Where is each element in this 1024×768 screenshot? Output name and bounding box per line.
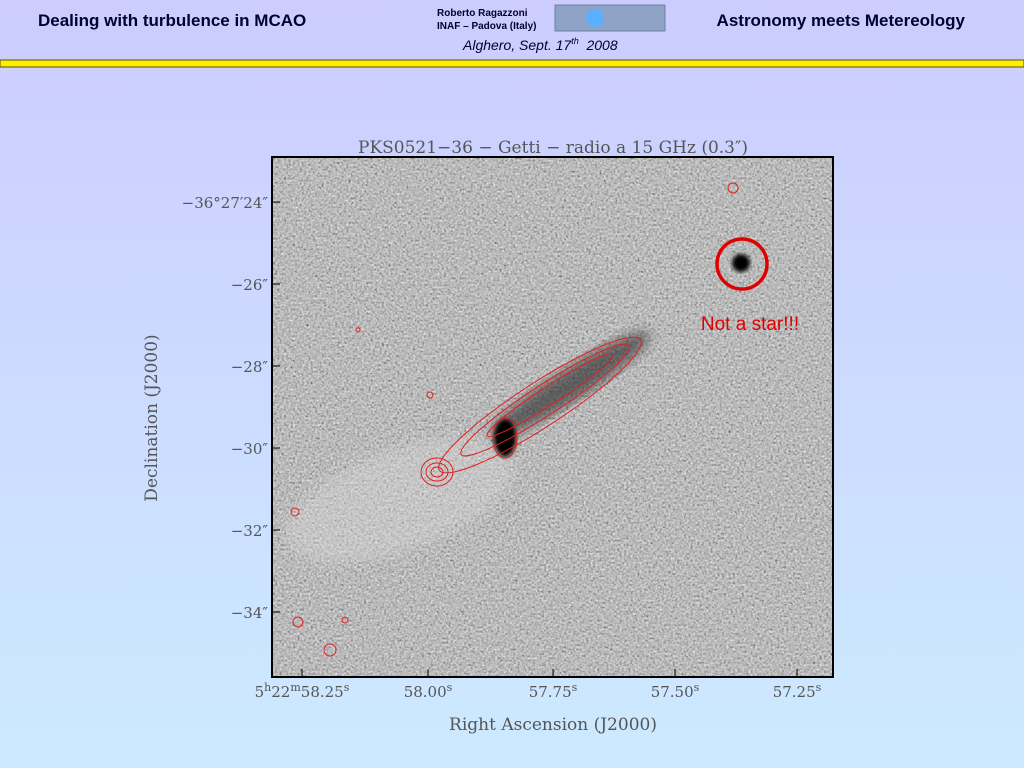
sky-image xyxy=(272,157,833,677)
x-tick-text: 57.75 xyxy=(529,683,572,701)
x-tick-superscript: h xyxy=(264,681,271,694)
x-tick-superscript: s xyxy=(694,681,700,694)
x-tick-text: 58.25 xyxy=(301,683,344,701)
image-noise xyxy=(272,157,833,677)
highlight-circle xyxy=(715,237,769,291)
x-tick-label: 57.50s xyxy=(651,681,700,701)
x-tick-label: 58.00s xyxy=(404,681,453,701)
x-tick-text: 58.00 xyxy=(404,683,447,701)
x-tick-superscript: s xyxy=(344,681,350,694)
x-tick-text: 5 xyxy=(255,683,265,701)
left-title: Dealing with turbulence in MCAO xyxy=(38,11,306,30)
event-date: Alghero, Sept. 17 xyxy=(462,37,572,53)
y-tick-label: −34″ xyxy=(231,604,269,622)
y-tick-label: −32″ xyxy=(231,522,269,540)
y-ticks: −36°27′24″ −26″ −28″ −30″ −32″ −34″ xyxy=(182,194,280,622)
y-axis-label: Declination (J2000) xyxy=(142,334,162,501)
x-tick-text: 22 xyxy=(271,683,290,701)
jet xyxy=(489,331,651,439)
contours xyxy=(290,182,739,657)
point-source xyxy=(732,254,750,272)
logo xyxy=(554,4,666,32)
x-axis-label: Right Ascension (J2000) xyxy=(449,715,657,735)
y-tick-label: −28″ xyxy=(231,358,269,376)
author: Roberto Ragazzoni xyxy=(437,8,528,19)
affiliation: INAF – Padova (Italy) xyxy=(437,21,536,32)
x-tick-label: 57.25s xyxy=(773,681,822,701)
x-tick-text: 57.25 xyxy=(773,683,816,701)
y-tick-label: −26″ xyxy=(231,276,269,294)
x-tick-label: 5h22m58.25s xyxy=(255,681,350,701)
right-title: Astronomy meets Metereology xyxy=(717,11,966,30)
x-tick-text: 57.50 xyxy=(651,683,694,701)
x-tick-superscript: s xyxy=(816,681,822,694)
y-tick-label: −36°27′24″ xyxy=(182,194,269,212)
annotation: Not a star!!! xyxy=(701,314,799,335)
header-bar xyxy=(0,59,1024,68)
x-tick-superscript: s xyxy=(447,681,453,694)
figure: PKS0521−36 − Getti − radio a 15 GHz (0.3… xyxy=(142,138,834,735)
x-tick-label: 57.75s xyxy=(529,681,578,701)
y-tick-label: −30″ xyxy=(231,440,269,458)
x-tick-superscript: m xyxy=(290,681,301,694)
event-superscript: th xyxy=(571,36,579,46)
bright-region xyxy=(285,437,515,563)
event: Alghero, Sept. 17th 2008 xyxy=(462,36,618,53)
x-tick-superscript: s xyxy=(572,681,578,694)
logo-mark xyxy=(586,9,604,27)
x-ticks: 5h22m58.25s 58.00s 57.75s 57.50s 57.25s xyxy=(255,669,822,701)
event-year: 2008 xyxy=(579,37,618,53)
figure-title: PKS0521−36 − Getti − radio a 15 GHz (0.3… xyxy=(358,138,748,158)
